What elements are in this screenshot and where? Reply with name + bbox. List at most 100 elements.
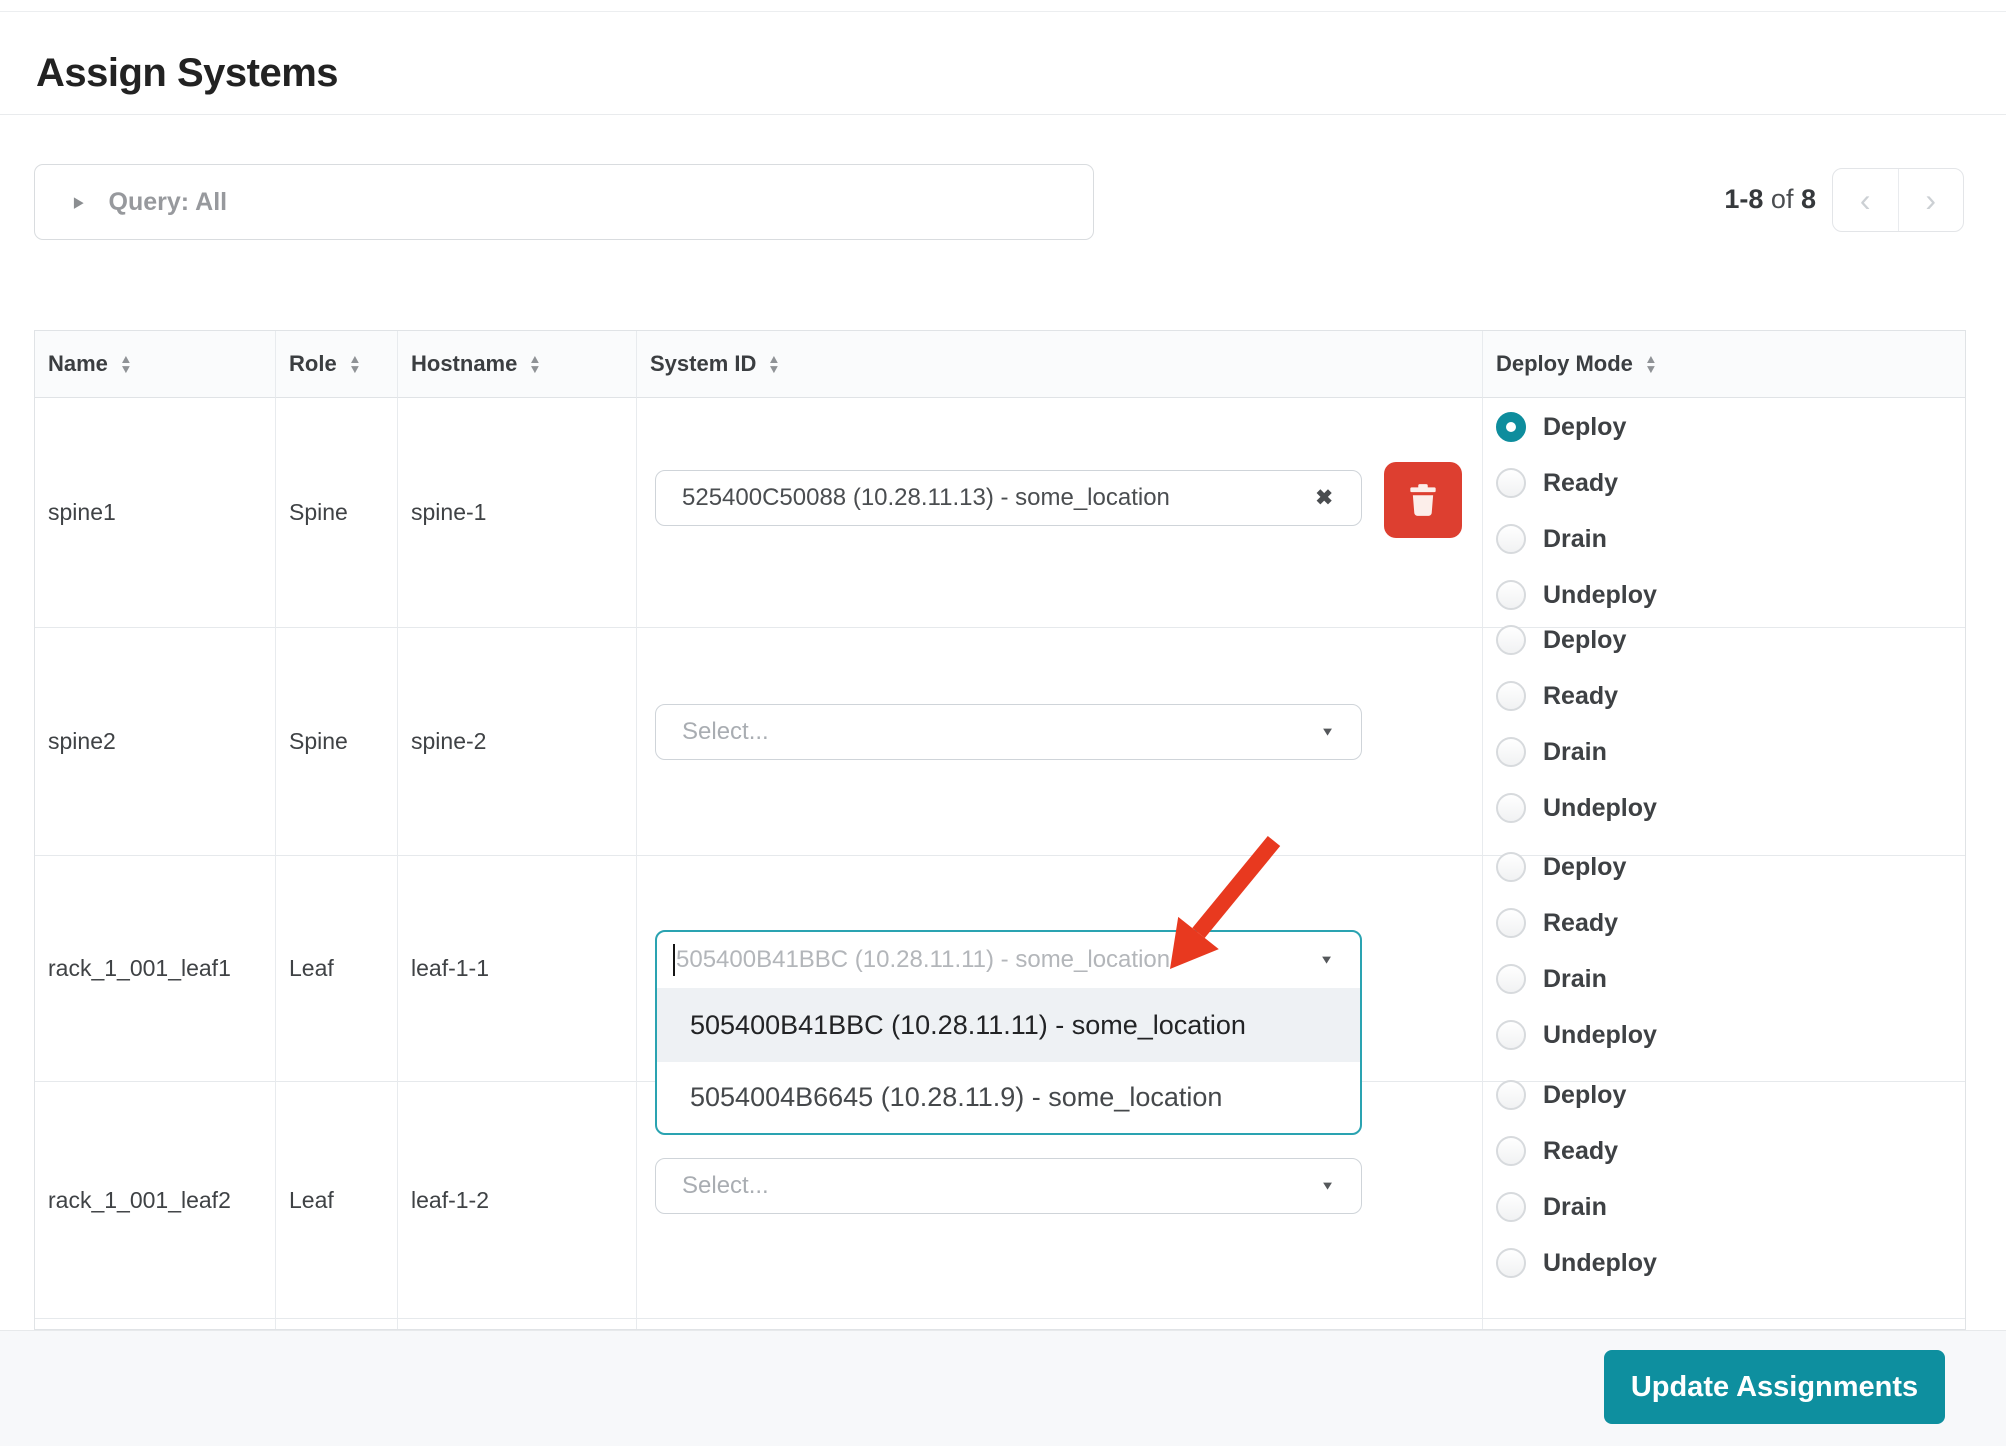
system-id-select[interactable]: Select... ▼ xyxy=(655,1158,1362,1214)
radio-icon[interactable] xyxy=(1496,412,1526,442)
pagination-buttons: ‹ › xyxy=(1832,168,1964,232)
role-cell: Spine xyxy=(276,398,398,628)
deploy-mode-option-drain[interactable]: Drain xyxy=(1496,735,1657,769)
radio-icon[interactable] xyxy=(1496,964,1526,994)
next-page-button[interactable]: › xyxy=(1897,169,1964,231)
name-cell: spine1 xyxy=(35,398,276,628)
deploy-mode-cell xyxy=(1483,398,1965,628)
column-header-label: Name xyxy=(48,351,108,376)
system-role: Spine xyxy=(289,728,348,754)
deploy-mode-group: Deploy Ready Drain Undeploy xyxy=(1496,410,1657,612)
radio-icon[interactable] xyxy=(1496,793,1526,823)
combobox-input-wrap: ▼ xyxy=(657,932,1360,988)
deploy-mode-option-ready[interactable]: Ready xyxy=(1496,466,1657,500)
clear-icon[interactable]: ✖ xyxy=(1315,486,1333,510)
query-panel[interactable]: ▶ Query: All xyxy=(34,164,1094,240)
deploy-mode-option-deploy[interactable]: Deploy xyxy=(1496,1078,1657,1112)
clipped-row-cell xyxy=(398,1319,637,1329)
name-cell: rack_1_001_leaf1 xyxy=(35,856,276,1082)
delete-assignment-button[interactable] xyxy=(1384,462,1462,538)
clipped-row-cell xyxy=(35,1319,276,1329)
deploy-mode-option-drain[interactable]: Drain xyxy=(1496,962,1657,996)
pagination-total: 8 xyxy=(1800,184,1816,214)
sort-icon: ▲ ▼ xyxy=(767,352,781,376)
combobox-input[interactable] xyxy=(657,932,1360,988)
sort-icon: ▲ ▼ xyxy=(348,352,362,376)
pagination-of-label: of xyxy=(1770,184,1794,214)
radio-icon[interactable] xyxy=(1496,681,1526,711)
deploy-mode-option-deploy[interactable]: Deploy xyxy=(1496,623,1657,657)
radio-icon[interactable] xyxy=(1496,737,1526,767)
system-role: Spine xyxy=(289,499,348,525)
system-id-combobox: ▼ 505400B41BBC (10.28.11.11) - some_loca… xyxy=(655,930,1362,1135)
column-header-hostname[interactable]: Hostname ▲ ▼ xyxy=(398,331,637,398)
deploy-mode-option-drain[interactable]: Drain xyxy=(1496,1190,1657,1224)
radio-icon[interactable] xyxy=(1496,852,1526,882)
clipped-row-cell xyxy=(276,1319,398,1329)
prev-page-button[interactable]: ‹ xyxy=(1833,169,1898,231)
radio-icon[interactable] xyxy=(1496,1020,1526,1050)
deploy-mode-cell xyxy=(1483,628,1965,856)
selected-system-id: 525400C50088 (10.28.11.13) - some_locati… xyxy=(682,484,1170,511)
deploy-mode-option-deploy[interactable]: Deploy xyxy=(1496,850,1657,884)
deploy-mode-option-ready[interactable]: Ready xyxy=(1496,1134,1657,1168)
deploy-mode-option-deploy[interactable]: Deploy xyxy=(1496,410,1657,444)
radio-icon[interactable] xyxy=(1496,468,1526,498)
hostname-cell: leaf-1-1 xyxy=(398,856,637,1082)
column-header-label: Deploy Mode xyxy=(1496,351,1633,376)
radio-icon[interactable] xyxy=(1496,580,1526,610)
hostname-cell: spine-2 xyxy=(398,628,637,856)
system-name: rack_1_001_leaf2 xyxy=(48,1186,231,1213)
radio-icon[interactable] xyxy=(1496,1136,1526,1166)
deploy-mode-group: Deploy Ready Drain Undeploy xyxy=(1496,1078,1657,1280)
deploy-mode-option-ready[interactable]: Ready xyxy=(1496,679,1657,713)
top-hairline xyxy=(0,11,2006,12)
deploy-mode-cell xyxy=(1483,1082,1965,1319)
deploy-mode-option-undeploy[interactable]: Undeploy xyxy=(1496,791,1657,825)
select-placeholder: Select... xyxy=(682,718,769,745)
chevron-left-icon: ‹ xyxy=(1859,181,1871,218)
header-divider xyxy=(0,114,2006,115)
system-id-select[interactable]: 525400C50088 (10.28.11.13) - some_locati… xyxy=(655,470,1362,526)
column-header-role[interactable]: Role ▲ ▼ xyxy=(276,331,398,398)
query-label: Query: All xyxy=(108,187,228,216)
dropdown-option[interactable]: 5054004B6645 (10.28.11.9) - some_locatio… xyxy=(690,1082,1223,1112)
name-cell: spine2 xyxy=(35,628,276,856)
deploy-mode-option-undeploy[interactable]: Undeploy xyxy=(1496,1246,1657,1280)
dropdown-option[interactable]: 505400B41BBC (10.28.11.11) - some_locati… xyxy=(657,988,1360,1062)
sort-icon: ▲ ▼ xyxy=(528,352,542,376)
column-header-deploy-mode[interactable]: Deploy Mode ▲ ▼ xyxy=(1483,331,1965,398)
radio-icon[interactable] xyxy=(1496,1080,1526,1110)
sort-icon: ▲ ▼ xyxy=(1644,352,1658,376)
radio-icon[interactable] xyxy=(1496,1248,1526,1278)
system-role: Leaf xyxy=(289,955,334,981)
column-header-label: System ID xyxy=(650,351,757,376)
text-cursor xyxy=(673,944,675,976)
chevron-down-icon: ▼ xyxy=(1320,1179,1335,1193)
deploy-mode-option-undeploy[interactable]: Undeploy xyxy=(1496,1018,1657,1052)
radio-icon[interactable] xyxy=(1496,524,1526,554)
radio-icon[interactable] xyxy=(1496,1192,1526,1222)
sort-icon: ▲ ▼ xyxy=(119,352,133,376)
role-cell: Leaf xyxy=(276,856,398,1082)
column-header-name[interactable]: Name ▲ ▼ xyxy=(35,331,276,398)
radio-icon[interactable] xyxy=(1496,625,1526,655)
deploy-mode-group: Deploy Ready Drain Undeploy xyxy=(1496,850,1657,1052)
chevron-down-icon: ▼ xyxy=(1320,725,1335,739)
update-assignments-button[interactable]: Update Assignments xyxy=(1604,1350,1945,1424)
system-id-select[interactable]: Select... ▼ xyxy=(655,704,1362,760)
trash-icon xyxy=(1404,479,1442,521)
radio-icon[interactable] xyxy=(1496,908,1526,938)
column-header-system-id[interactable]: System ID ▲ ▼ xyxy=(637,331,1483,398)
system-name: spine1 xyxy=(48,499,116,525)
deploy-mode-option-drain[interactable]: Drain xyxy=(1496,522,1657,556)
clipped-row-cell xyxy=(637,1319,1483,1329)
pagination-range: 1-8 of 8 xyxy=(1724,184,1816,215)
deploy-mode-group: Deploy Ready Drain Undeploy xyxy=(1496,623,1657,825)
deploy-mode-option-ready[interactable]: Ready xyxy=(1496,906,1657,940)
clipped-row-cell xyxy=(1483,1319,1965,1329)
system-hostname: spine-2 xyxy=(411,728,487,754)
role-cell: Leaf xyxy=(276,1082,398,1319)
deploy-mode-option-undeploy[interactable]: Undeploy xyxy=(1496,578,1657,612)
